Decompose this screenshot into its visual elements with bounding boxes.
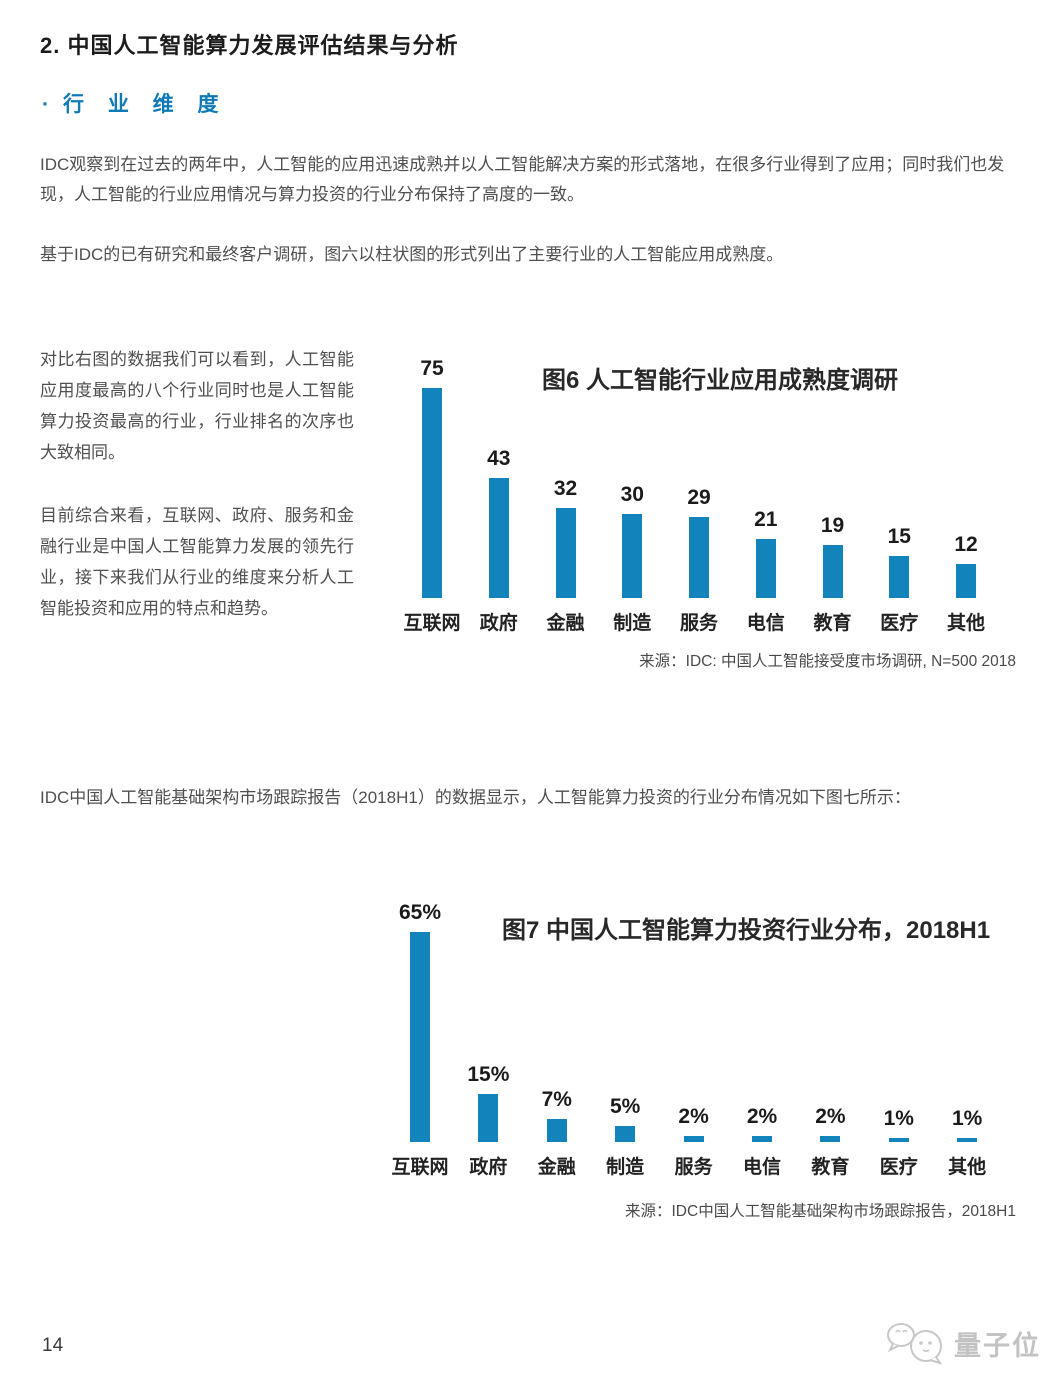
category-label: 互联网 bbox=[391, 1157, 449, 1178]
category-label: 服务 bbox=[679, 613, 718, 634]
bar-value-label: 43 bbox=[487, 447, 511, 470]
bar-value-label: 12 bbox=[954, 533, 978, 556]
chart-figure-7: 图7 中国人工智能算力投资行业分布，2018H1 65% 互联网 15% 政府 7% 金融… bbox=[380, 900, 1025, 1190]
bar-制造 bbox=[622, 514, 643, 598]
chart-6-title: 图6 人工智能行业应用成熟度调研 bbox=[542, 367, 899, 394]
bar-医疗 bbox=[889, 556, 910, 598]
category-label: 教育 bbox=[811, 1157, 850, 1178]
bar-服务 bbox=[683, 1136, 704, 1142]
bar-value-label: 2% bbox=[746, 1105, 778, 1128]
chart-7-title: 图7 中国人工智能算力投资行业分布，2018H1 bbox=[502, 917, 991, 944]
category-label: 其他 bbox=[946, 613, 985, 634]
bar-电信 bbox=[752, 1136, 772, 1142]
bar-制造 bbox=[615, 1126, 636, 1142]
bar-其他 bbox=[957, 1138, 978, 1142]
bar-value-label: 19 bbox=[820, 514, 845, 537]
subsection-title: 行 业 维 度 bbox=[63, 93, 228, 116]
bar-政府 bbox=[478, 1094, 499, 1142]
bar-value-label: 1% bbox=[952, 1107, 983, 1130]
bar-value-label: 29 bbox=[687, 486, 711, 509]
bar-互联网 bbox=[422, 388, 442, 598]
bar-电信 bbox=[755, 539, 776, 598]
bar-其他 bbox=[956, 564, 976, 598]
intro-paragraph: IDC观察到在过去的两年中，人工智能的应用迅速成熟并以人工智能解决方案的形式落地… bbox=[40, 155, 1005, 204]
bar-value-label: 7% bbox=[541, 1088, 572, 1111]
bar-value-label: 32 bbox=[553, 477, 578, 500]
bar-value-label: 15 bbox=[887, 525, 911, 548]
category-label: 制造 bbox=[606, 1157, 645, 1178]
bar-value-label: 2% bbox=[815, 1105, 846, 1128]
side-paragraph-2: 目前综合来看，互联网、政府、服务和金融行业是中国人工智能算力发展的领先行业，接下… bbox=[40, 506, 354, 618]
bar-服务 bbox=[689, 517, 709, 598]
section-title: 2. 中国人工智能算力发展评估结果与分析 bbox=[40, 33, 459, 58]
bar-金融 bbox=[555, 508, 576, 598]
category-label: 电信 bbox=[742, 1157, 781, 1178]
bar-金融 bbox=[546, 1119, 567, 1142]
category-label: 教育 bbox=[813, 613, 852, 634]
bar-value-label: 1% bbox=[883, 1107, 914, 1130]
category-label: 制造 bbox=[613, 613, 652, 634]
category-label: 互联网 bbox=[403, 613, 461, 634]
watermark-mascots-icon bbox=[887, 1323, 943, 1365]
category-label: 医疗 bbox=[879, 1157, 918, 1178]
chart-7-source: 来源：IDC中国人工智能基础架构市场跟踪报告，2018H1 bbox=[625, 1203, 1016, 1220]
watermark-logo: 量子位 bbox=[884, 1320, 1041, 1366]
bar-value-label: 30 bbox=[620, 483, 644, 506]
category-label: 服务 bbox=[674, 1157, 713, 1178]
bar-value-label: 2% bbox=[678, 1105, 709, 1128]
bar-政府 bbox=[488, 478, 509, 598]
category-label: 电信 bbox=[746, 613, 785, 634]
category-label: 医疗 bbox=[880, 613, 919, 634]
category-label: 金融 bbox=[546, 613, 585, 634]
page-number: 14 bbox=[42, 1335, 64, 1356]
bullet-icon: · bbox=[42, 93, 49, 116]
subsection-heading: · 行 业 维 度 bbox=[42, 88, 228, 118]
bar-value-label: 5% bbox=[610, 1095, 641, 1118]
bar-教育 bbox=[822, 545, 843, 598]
chart-figure-6: 图6 人工智能行业应用成熟度调研 75 互联网 43 政府 32 金融 30 制造 29 服务 21… bbox=[380, 350, 1025, 640]
category-label: 政府 bbox=[479, 613, 518, 634]
figure6-lead-paragraph: 基于IDC的已有研究和最终客户调研，图六以柱状图的形式列出了主要行业的人工智能应… bbox=[40, 245, 784, 264]
bar-value-label: 15% bbox=[467, 1063, 510, 1086]
side-paragraph-1: 对比右图的数据我们可以看到，人工智能应用度最高的八个行业同时也是人工智能算力投资… bbox=[40, 350, 354, 462]
category-label: 政府 bbox=[469, 1157, 508, 1178]
bar-value-label: 65% bbox=[398, 901, 442, 924]
figure7-lead-paragraph: IDC中国人工智能基础架构市场跟踪报告（2018H1）的数据显示，人工智能算力投… bbox=[40, 788, 911, 807]
category-label: 其他 bbox=[948, 1157, 987, 1178]
category-label: 金融 bbox=[537, 1157, 576, 1178]
bar-教育 bbox=[820, 1136, 841, 1142]
bar-互联网 bbox=[410, 932, 430, 1142]
watermark-text: 量子位 bbox=[954, 1330, 1041, 1361]
bar-value-label: 75 bbox=[420, 357, 444, 380]
chart-6-source: 来源：IDC: 中国人工智能接受度市场调研, N=500 2018 bbox=[639, 653, 1016, 670]
bar-value-label: 21 bbox=[754, 508, 778, 531]
bar-医疗 bbox=[888, 1138, 909, 1142]
